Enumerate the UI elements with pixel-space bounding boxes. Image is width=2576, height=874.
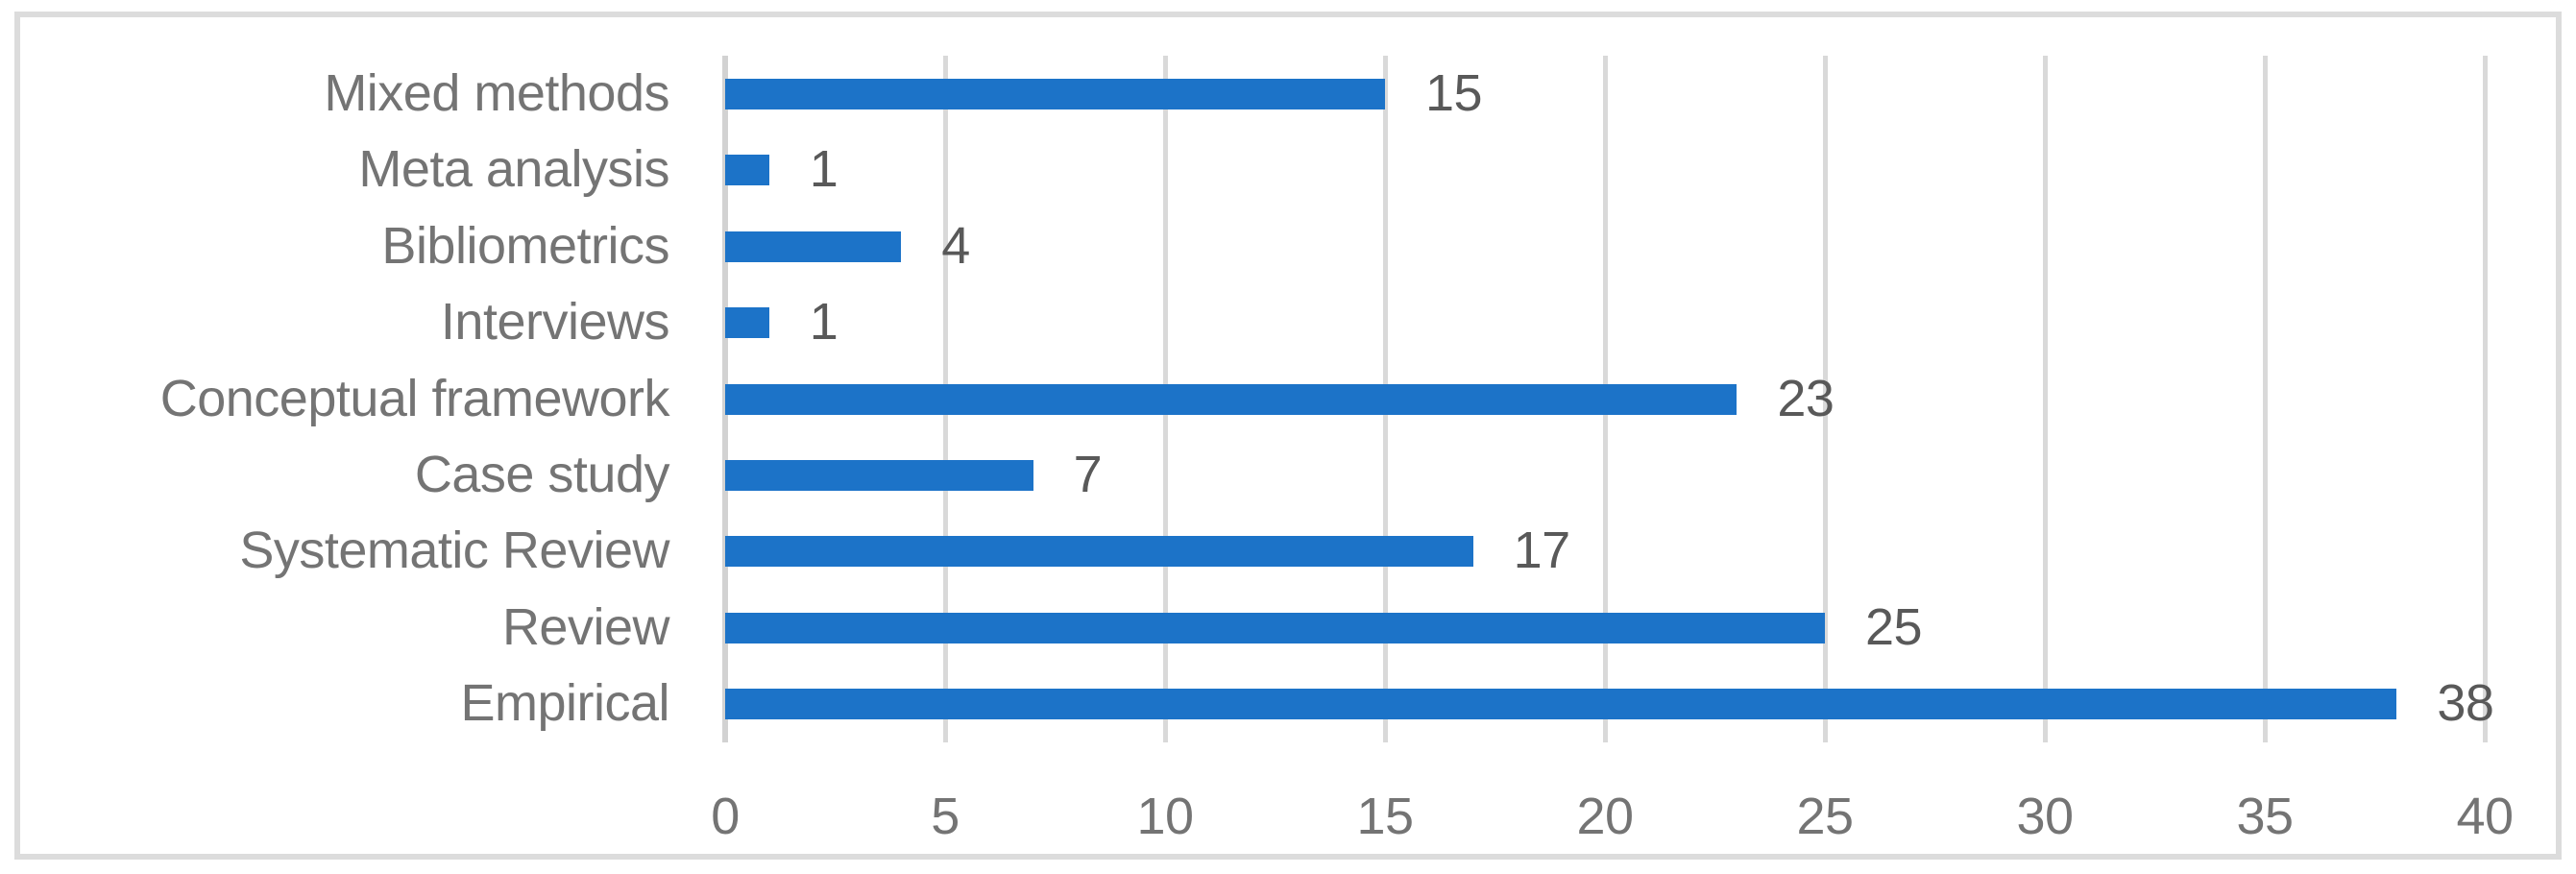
category-label: Conceptual framework [159,369,670,427]
category-label: Empirical [460,674,669,733]
gridline [2262,56,2268,742]
bar-value-label: 23 [1777,369,1835,427]
gridline [2042,56,2048,742]
category-label: Case study [414,445,670,503]
gridline [1822,56,1828,742]
bar-value-label: 17 [1513,522,1571,580]
bar-value-label: 1 [809,292,838,351]
category-label: Interviews [440,292,670,351]
bar [725,78,1385,109]
x-tick-label: 40 [2456,788,2514,845]
bar [725,383,1738,415]
category-label: Review [501,597,670,656]
x-tick-label: 25 [1796,788,1854,845]
x-tick-label: 30 [2016,788,2074,845]
bar-value-label: 4 [941,216,970,275]
x-tick-label: 10 [1136,788,1194,845]
plot-area: 15 1 4 1 23 7 17 25 38 [722,56,2494,742]
x-tick-label: 15 [1356,788,1414,845]
category-label: Bibliometrics [381,216,669,275]
bar [725,459,1033,491]
bar [725,689,2397,720]
bar-value-label: 15 [1425,63,1483,122]
bar-value-label: 25 [1865,597,1923,656]
bar [725,231,902,262]
bar-value-label: 7 [1073,445,1103,503]
x-tick-label: 20 [1576,788,1634,845]
bar [725,536,1473,568]
bar [725,307,769,339]
bar-value-label: 1 [809,139,838,198]
bar [725,612,1825,643]
x-tick-label: 5 [931,788,960,845]
category-label: Systematic Review [239,522,669,580]
x-tick-label: 0 [711,788,740,845]
category-label: Mixed methods [324,63,669,122]
x-tick-label: 35 [2236,788,2294,845]
gridline [2482,56,2488,742]
bar [725,155,769,186]
bar-value-label: 38 [2437,674,2494,733]
category-label: Meta analysis [358,139,669,198]
